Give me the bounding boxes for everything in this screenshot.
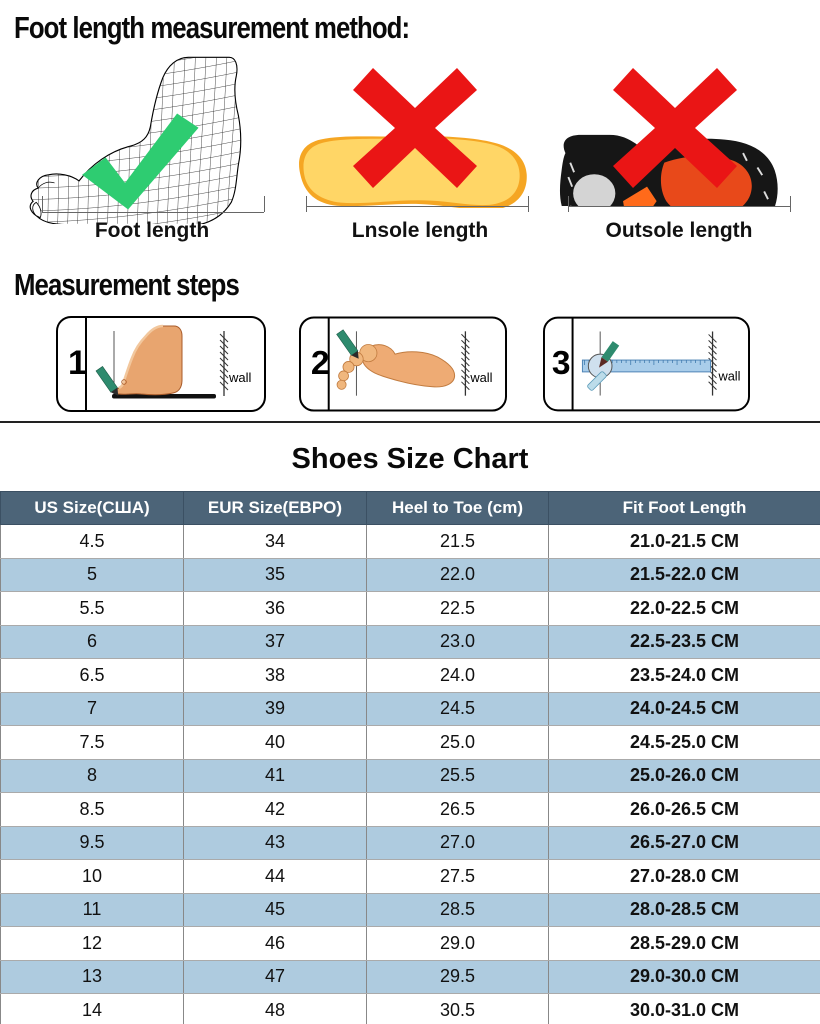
svg-text:1: 1 xyxy=(68,344,87,382)
svg-text:2: 2 xyxy=(311,345,330,382)
svg-text:wall: wall xyxy=(717,369,740,384)
svg-text:wall: wall xyxy=(228,370,252,385)
svg-text:3: 3 xyxy=(552,345,571,382)
svg-text:wall: wall xyxy=(469,370,492,385)
